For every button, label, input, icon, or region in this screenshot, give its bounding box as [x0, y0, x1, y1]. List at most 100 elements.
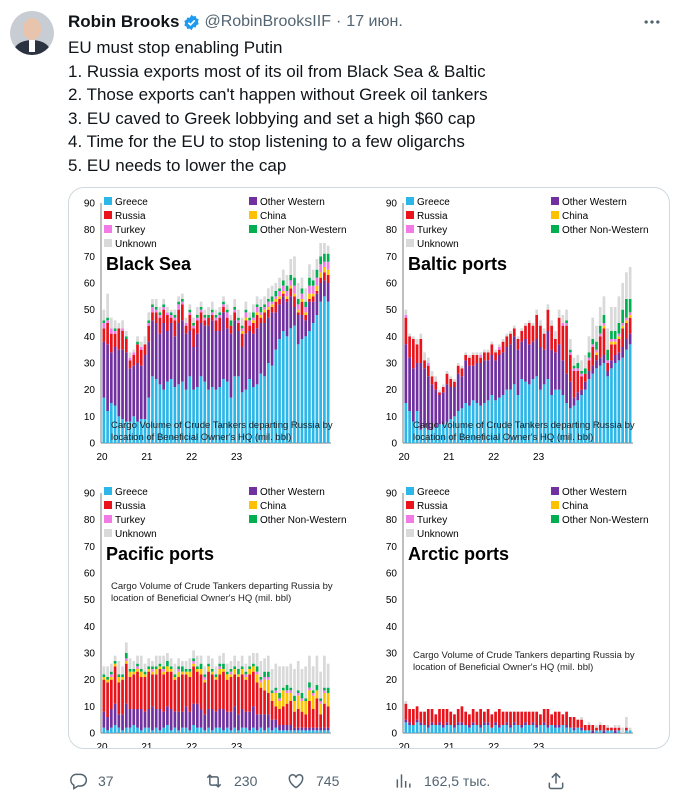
- bar-segment: [576, 392, 580, 401]
- bar-segment: [195, 315, 199, 318]
- bar-segment: [173, 679, 177, 712]
- bar-segment: [565, 727, 568, 733]
- bar-segment: [449, 711, 453, 725]
- x-tick-label: 23: [231, 452, 243, 463]
- like-button[interactable]: 745: [286, 768, 339, 794]
- share-button[interactable]: [546, 768, 576, 794]
- bar-segment: [222, 379, 225, 443]
- bar-segment: [412, 336, 415, 339]
- bar-segment: [240, 325, 244, 329]
- bar-segment: [110, 679, 113, 709]
- bar-segment: [550, 714, 553, 725]
- bar-segment: [266, 309, 270, 318]
- bar-segment: [308, 701, 311, 728]
- bar-segment: [222, 671, 225, 709]
- bar-segment: [169, 309, 173, 313]
- bar-segment: [572, 371, 576, 398]
- bar-segment: [580, 730, 583, 733]
- bar-segment: [404, 403, 408, 443]
- bar-segment: [113, 725, 117, 733]
- bar-segment: [542, 349, 546, 385]
- bar-segment: [509, 725, 512, 728]
- bar-segment: [539, 389, 542, 443]
- repost-button[interactable]: 230: [204, 768, 257, 794]
- y-tick-label: 60: [84, 569, 96, 580]
- bar-segment: [188, 711, 192, 731]
- bar-segment: [203, 315, 207, 318]
- x-tick-label: 22: [488, 452, 500, 463]
- bar-segment: [304, 730, 308, 733]
- bar-segment: [244, 309, 248, 313]
- bar-segment: [102, 397, 106, 443]
- bar-segment: [460, 725, 464, 733]
- legend-label: Other Non-Western: [562, 225, 649, 236]
- bar-segment: [158, 666, 162, 669]
- bar-segment: [199, 307, 203, 310]
- bar-segment: [248, 325, 251, 331]
- bar-segment: [565, 323, 568, 326]
- bar-segment: [184, 671, 188, 675]
- x-tick-label: 23: [533, 742, 545, 748]
- bar-segment: [319, 256, 322, 265]
- bar-segment: [486, 709, 490, 723]
- bar-segment: [438, 709, 441, 723]
- bar-segment: [169, 312, 173, 315]
- bar-segment: [520, 727, 524, 733]
- bar-segment: [199, 312, 203, 323]
- bar-segment: [304, 727, 308, 731]
- bar-segment: [177, 301, 180, 305]
- bar-segment: [266, 363, 270, 443]
- bar-segment: [263, 677, 266, 680]
- bar-segment: [415, 411, 419, 443]
- bar-segment: [143, 677, 147, 712]
- author-handle[interactable]: @RobinBrooksIIF: [204, 13, 331, 30]
- bar-segment: [595, 368, 598, 443]
- bar-segment: [188, 730, 192, 733]
- bar-segment: [289, 663, 293, 688]
- avatar[interactable]: [10, 11, 54, 55]
- bar-segment: [415, 363, 419, 411]
- tweet-media-image[interactable]: 0 10 20 30 40 50 60 70 80 90 20 21 22 23 Greece Other W…: [68, 187, 670, 749]
- bar-segment: [426, 709, 430, 725]
- bar-segment: [531, 722, 535, 725]
- bar-segment: [259, 307, 263, 313]
- bar-segment: [434, 725, 438, 733]
- y-tick-label: 80: [386, 515, 398, 526]
- bar-segment: [259, 727, 263, 733]
- bar-segment: [308, 655, 311, 683]
- bar-segment: [195, 320, 199, 334]
- bar-segment: [263, 730, 266, 733]
- bar-segment: [225, 312, 229, 318]
- bar-segment: [613, 341, 617, 345]
- bar-segment: [252, 653, 255, 664]
- views-button[interactable]: 162,5 тыс.: [394, 768, 490, 794]
- bar-segment: [259, 315, 263, 318]
- bar-segment: [311, 695, 315, 709]
- bar-segment: [535, 339, 539, 377]
- author-name[interactable]: Robin Brooks: [68, 12, 180, 31]
- bar-segment: [285, 299, 289, 302]
- bar-segment: [252, 333, 255, 387]
- bar-segment: [113, 661, 117, 664]
- bar-segment: [244, 727, 248, 733]
- bar-segment: [124, 336, 128, 339]
- reply-count: 37: [98, 773, 114, 789]
- bar-segment: [456, 363, 460, 366]
- bar-segment: [214, 317, 218, 321]
- bar-segment: [203, 682, 207, 715]
- charts-figure: 0 10 20 30 40 50 60 70 80 90 20 21 22 23 Greece Other W…: [84, 197, 649, 748]
- bar-segment: [576, 719, 580, 728]
- tweet-date[interactable]: 17 июн.: [346, 13, 403, 30]
- bar-segment: [311, 285, 315, 294]
- bar-segment: [617, 727, 621, 731]
- bar-segment: [285, 690, 289, 693]
- bar-segment: [296, 283, 300, 299]
- legend-swatch: [104, 529, 112, 537]
- bar-segment: [535, 315, 539, 339]
- y-tick-label: 50: [84, 305, 96, 316]
- legend-swatch: [406, 529, 414, 537]
- more-icon[interactable]: [641, 12, 663, 32]
- reply-button[interactable]: 37: [68, 768, 114, 794]
- bar-segment: [300, 293, 304, 299]
- bar-segment: [464, 725, 468, 733]
